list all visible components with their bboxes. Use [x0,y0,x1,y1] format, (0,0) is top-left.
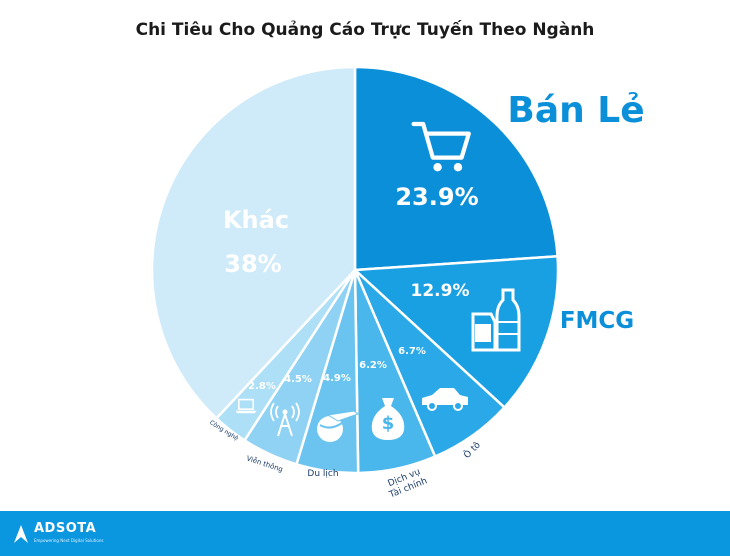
pie-slice-fmcg [352,254,560,410]
slice-value-khac: 38% [224,250,281,278]
slice-value-cong-nghe: 2.8% [248,381,276,392]
plane-globe-icon [317,410,360,442]
slice-value-vien-thong: 4.5% [284,374,312,385]
adsota-logo-icon [14,525,28,543]
brand-logo[interactable]: ADSOTA Empowering Next Digital Solutions [12,521,122,551]
slice-value-fmcg: 12.9% [411,281,470,301]
brand-name: ADSOTA [34,521,97,536]
brand-tagline: Empowering Next Digital Solutions [34,538,104,543]
money-bag-icon: $ [371,398,405,440]
car-icon [422,388,468,411]
bottle-carton-icon [471,288,521,352]
svg-text:$: $ [382,413,395,434]
laptop-icon [235,398,257,414]
slice-value-o-to: 6.7% [398,346,426,357]
shopping-cart-icon [411,121,471,172]
slice-value-dich-vu-tai-chinh: 6.2% [359,360,387,371]
footer-bar: ADSOTA Empowering Next Digital Solutions [0,511,730,556]
slice-label-fmcg: FMCG [560,308,634,334]
slice-label-du-lich: Du lịch [307,469,338,479]
pie-slice-khac [150,65,357,421]
slice-label-ban-le: Bán Lẻ [507,90,644,131]
slice-value-ban-le: 23.9% [395,183,478,211]
chart-title: Chi Tiêu Cho Quảng Cáo Trực Tuyến Theo N… [135,20,595,40]
slice-value-du-lich: 4.9% [323,373,351,384]
antenna-icon [270,402,300,437]
slice-label-khac: Khác [223,206,289,234]
